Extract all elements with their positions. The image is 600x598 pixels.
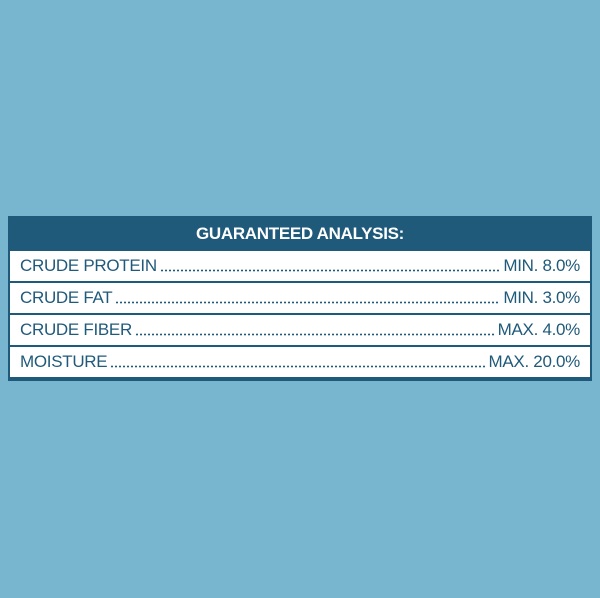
nutrient-name: CRUDE PROTEIN [20,256,157,275]
leader-dots [134,333,495,336]
nutrient-row: MOISTURE MAX. 20.0% [10,347,590,377]
nutrient-value: MIN. 8.0% [503,256,580,275]
nutrient-name: CRUDE FIBER [20,320,132,339]
nutrient-row: CRUDE FIBER MAX. 4.0% [10,315,590,345]
leader-dots [110,365,486,368]
nutrient-row: CRUDE PROTEIN MIN. 8.0% [10,251,590,281]
leader-dots [159,269,501,272]
nutrient-row: CRUDE FAT MIN. 3.0% [10,283,590,313]
nutrient-value: MAX. 4.0% [497,320,581,339]
rows: CRUDE PROTEIN MIN. 8.0% CRUDE FAT MIN. 3.0%… [10,251,590,377]
nutrient-value: MIN. 3.0% [503,288,580,307]
nutrient-value: MAX. 20.0% [488,352,581,371]
nutrient-name: MOISTURE [20,352,108,371]
analysis-panel: GUARANTEED ANALYSIS: CRUDE PROTEIN MIN. 8… [8,216,592,381]
leader-dots [115,301,501,304]
panel-title: GUARANTEED ANALYSIS: [195,223,405,243]
nutrient-name: CRUDE FAT [20,288,113,307]
